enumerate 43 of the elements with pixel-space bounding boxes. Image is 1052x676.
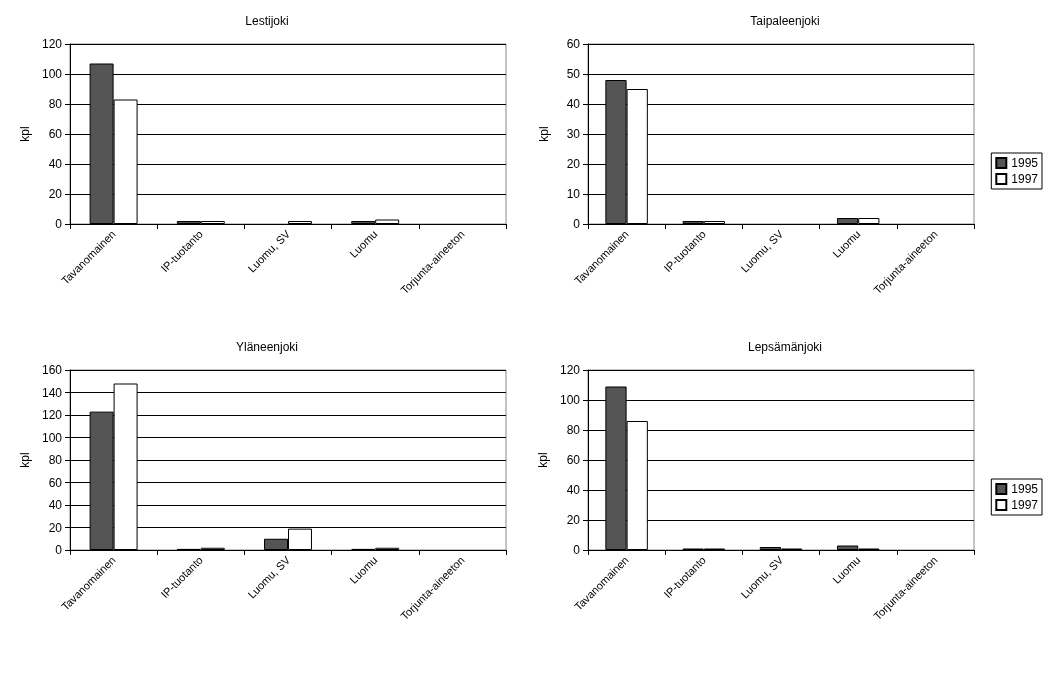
y-tick-label: 60 bbox=[566, 37, 581, 51]
y-tick-label: 30 bbox=[566, 127, 581, 141]
y-axis-title: kpl bbox=[537, 126, 551, 142]
y-axis-title: kpl bbox=[18, 126, 33, 142]
y-tick-label: 160 bbox=[41, 363, 63, 377]
y-tick-label: 50 bbox=[566, 67, 581, 81]
y-tick-label: 60 bbox=[48, 127, 63, 141]
y-tick-label: 100 bbox=[41, 430, 63, 445]
y-tick-label: 80 bbox=[566, 423, 581, 437]
legend-label: 1995 bbox=[1011, 482, 1039, 496]
chart-title: Taipaleenjoki bbox=[750, 14, 820, 28]
y-tick-label: 0 bbox=[55, 543, 63, 557]
y-tick-label: 40 bbox=[48, 157, 63, 171]
y-axis-title: kpl bbox=[18, 452, 33, 468]
y-tick-label: 100 bbox=[559, 393, 581, 407]
bar bbox=[288, 221, 312, 224]
y-tick-label: 60 bbox=[566, 453, 581, 467]
chart-title: Lepsämänjoki bbox=[747, 340, 823, 354]
y-tick-label: 40 bbox=[566, 97, 581, 111]
y-tick-label: 80 bbox=[48, 453, 63, 467]
y-tick-label: 80 bbox=[48, 97, 63, 111]
y-tick-label: 10 bbox=[566, 187, 581, 201]
y-tick-label: 100 bbox=[41, 67, 63, 81]
y-tick-label: 0 bbox=[573, 217, 581, 231]
y-tick-label: 120 bbox=[41, 37, 63, 51]
y-tick-label: 0 bbox=[55, 217, 63, 231]
legend-label: 1997 bbox=[1011, 498, 1039, 512]
y-tick-label: 60 bbox=[48, 475, 63, 490]
chart-title: Lestijoki bbox=[245, 14, 289, 28]
y-tick-label: 40 bbox=[566, 483, 581, 497]
y-tick-label: 120 bbox=[559, 363, 581, 377]
y-tick-label: 20 bbox=[566, 513, 581, 527]
y-tick-label: 40 bbox=[48, 498, 63, 512]
legend-label: 1995 bbox=[1011, 156, 1039, 170]
y-tick-label: 120 bbox=[41, 408, 63, 422]
y-tick-label: 20 bbox=[48, 187, 63, 201]
y-tick-label: 20 bbox=[48, 520, 63, 535]
legend-label: 1997 bbox=[1011, 172, 1039, 186]
y-tick-label: 20 bbox=[566, 157, 581, 171]
y-tick-label: 140 bbox=[41, 385, 63, 400]
chart-title: Yläneenjoki bbox=[235, 340, 299, 354]
y-tick-label: 0 bbox=[573, 543, 581, 557]
y-axis-title: kpl bbox=[536, 452, 551, 468]
